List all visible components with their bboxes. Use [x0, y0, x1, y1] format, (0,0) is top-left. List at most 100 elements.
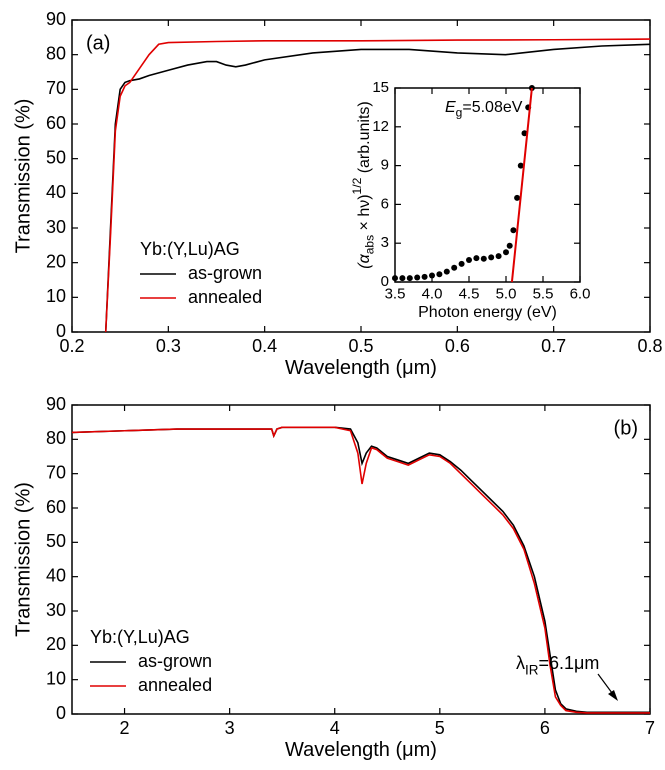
data-point [480, 255, 487, 262]
plot-frame [71, 404, 651, 715]
y-tick-label: 90 [46, 9, 66, 29]
text-part: =6.1μm [539, 653, 600, 673]
data-point [473, 255, 480, 262]
y-tick-label: 0 [56, 703, 66, 723]
data-point [458, 260, 465, 267]
panel: 3.5 4.0 4.5 5.0 5.5 6.0 0 3 6 9 12 15 Photon energy … [350, 79, 590, 321]
data-point [495, 253, 502, 260]
series-line [71, 426, 650, 714]
x-tick-label: 5.5 [533, 286, 554, 303]
x-tick-label: 4.0 [422, 286, 443, 303]
data-point [436, 271, 443, 278]
text-part: E [445, 99, 456, 116]
y-tick-label: 40 [46, 565, 66, 585]
y-tick-label: 60 [46, 113, 66, 133]
text-part: abs [363, 235, 377, 254]
series-line [510, 87, 533, 283]
x-tick-label: 5.0 [496, 286, 517, 303]
text-part: IR [525, 662, 539, 677]
x-tick-label: 0.2 [59, 336, 84, 356]
text-part: (arb.units) [356, 101, 373, 177]
y-tick-label: 40 [46, 182, 66, 202]
panel-label: (a) [86, 32, 110, 54]
x-tick-label: 6.0 [570, 286, 591, 303]
data-point [506, 242, 513, 249]
y-tick-label: 15 [372, 79, 389, 96]
text-part: (α [356, 253, 373, 268]
data-point [514, 194, 521, 201]
text-part: g [456, 106, 463, 120]
data-point [406, 275, 413, 282]
data-point [510, 227, 517, 234]
data-point [399, 275, 406, 282]
x-tick-label: 5 [435, 718, 445, 738]
y-tick-label: 6 [381, 195, 389, 212]
x-tick-label: 0.3 [156, 336, 181, 356]
y-tick-label: 50 [46, 147, 66, 167]
x-tick-label: 0.7 [541, 336, 566, 356]
x-tick-label: 4.5 [459, 286, 480, 303]
y-axis-label: Transmission (%) [12, 482, 34, 637]
arrow-head [608, 690, 618, 701]
x-tick-label: 0.5 [348, 336, 373, 356]
x-tick-label: 4 [330, 718, 340, 738]
legend-label: annealed [188, 287, 262, 307]
x-tick-label: 6 [540, 718, 550, 738]
y-tick-label: 70 [46, 462, 66, 482]
y-tick-label: 60 [46, 497, 66, 517]
panel: 0.2 0.3 0.4 0.5 0.6 0.7 0.80102030405060708090… [12, 9, 662, 379]
data-point [466, 257, 472, 264]
y-axis-label: Transmission (%) [12, 99, 34, 254]
legend-label: as-grown [138, 651, 212, 671]
data-point [488, 254, 495, 261]
data-point [451, 264, 458, 271]
x-axis-label: Photon energy (eV) [418, 304, 557, 321]
y-tick-label: 20 [46, 634, 66, 654]
x-tick-label: 3 [225, 718, 235, 738]
y-tick-label: 10 [46, 286, 66, 306]
data-point [414, 274, 421, 281]
y-tick-label: 30 [46, 217, 66, 237]
x-tick-label: 0.4 [252, 336, 277, 356]
annotation: λIR=6.1μm [516, 653, 599, 677]
data-point [429, 272, 435, 279]
text-part: λ [516, 653, 525, 673]
x-tick-label: 7 [645, 718, 655, 738]
data-point [421, 273, 428, 280]
y-tick-label: 20 [46, 251, 66, 271]
y-tick-label: 0 [381, 273, 389, 290]
data-point [517, 162, 524, 169]
y-tick-label: 9 [381, 157, 389, 174]
x-tick-label: 3.5 [385, 286, 406, 303]
legend-title: Yb:(Y,Lu)AG [140, 239, 240, 259]
y-tick-label: 70 [46, 78, 66, 98]
series-line [104, 43, 651, 333]
y-tick-label: 30 [46, 600, 66, 620]
text-part: × hν) [356, 194, 373, 234]
y-tick-label: 90 [46, 394, 66, 414]
y-tick-label: 10 [46, 668, 66, 688]
text-part: 1/2 [350, 177, 364, 194]
y-tick-label: 12 [372, 118, 389, 135]
panel-label: (b) [614, 417, 638, 439]
x-tick-label: 0.6 [445, 336, 470, 356]
legend-label: as-grown [188, 263, 262, 283]
x-tick-label: 0.8 [637, 336, 662, 356]
data-point [392, 275, 398, 282]
y-tick-label: 3 [381, 234, 389, 251]
x-tick-label: 2 [120, 718, 130, 738]
data-point [503, 249, 509, 256]
y-tick-label: 50 [46, 531, 66, 551]
data-point [443, 268, 450, 275]
annotation: Eg=5.08eV [445, 99, 523, 120]
x-axis-label: Wavelength (μm) [285, 739, 437, 761]
y-axis-label: (αabs × hν)1/2 (arb.units) [350, 101, 377, 268]
y-tick-label: 80 [46, 43, 66, 63]
x-axis-label: Wavelength (μm) [285, 357, 437, 379]
text-part: =5.08eV [462, 99, 522, 116]
legend-title: Yb:(Y,Lu)AG [90, 627, 190, 647]
series-line [104, 38, 651, 333]
y-tick-label: 0 [56, 321, 66, 341]
